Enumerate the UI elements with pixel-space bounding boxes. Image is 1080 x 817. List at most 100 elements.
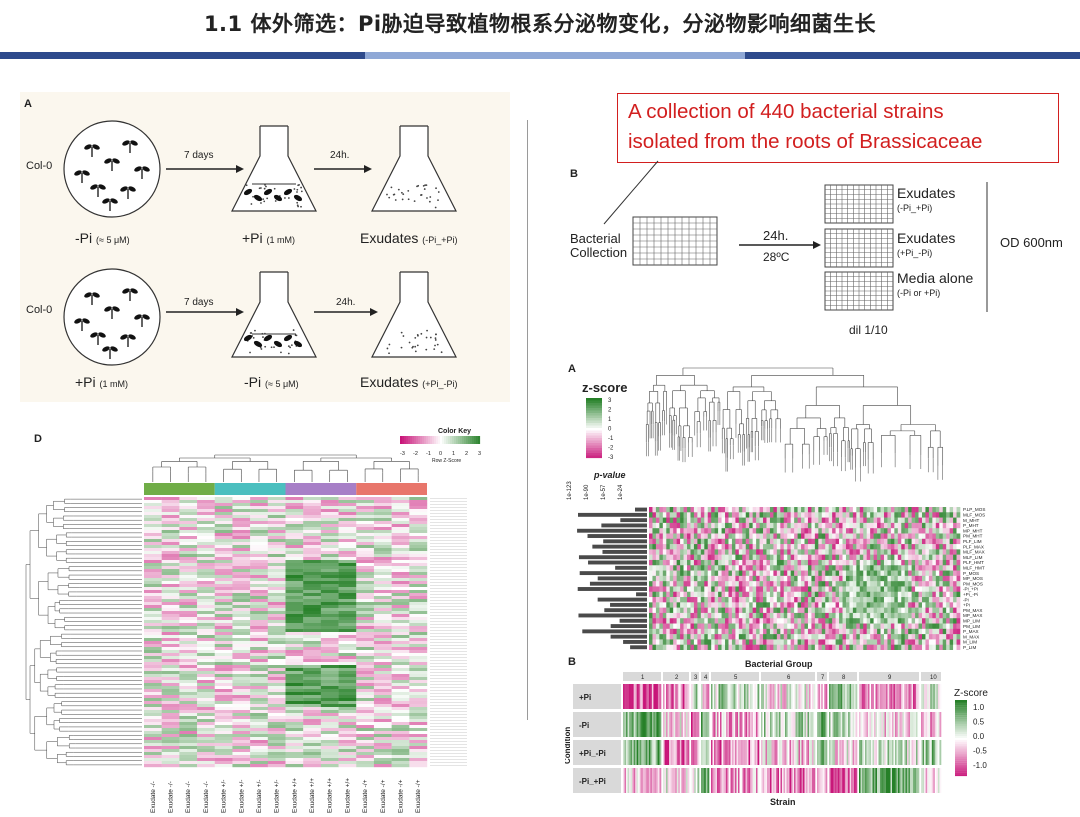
heatmap-cell	[759, 602, 764, 608]
heatmap-cell	[338, 599, 357, 603]
pvalue-tick: 1e-90	[584, 484, 590, 500]
heatmap-strip	[890, 740, 893, 765]
heatmap-strip	[780, 768, 783, 793]
particle	[388, 352, 390, 355]
color-key-tick: -1	[426, 451, 431, 457]
heatmap-cell	[821, 517, 826, 524]
heatmap-strip	[884, 740, 887, 765]
heatmap-cell	[849, 586, 854, 593]
heatmap-cell	[825, 507, 829, 513]
heatmap-cell	[856, 559, 861, 566]
heatmap-cell	[338, 632, 357, 636]
heatmap-cell	[285, 590, 304, 594]
heatmap-cell	[391, 602, 410, 606]
heatmap-cell	[814, 549, 819, 555]
heatmap-cell	[718, 581, 722, 587]
heatmap-cell	[687, 565, 691, 571]
heatmap-cell	[763, 533, 767, 540]
heatmap-cell	[285, 617, 304, 621]
heatmap-cell	[839, 565, 843, 571]
heatmap-cell	[904, 570, 909, 577]
heatmap-cell	[373, 527, 392, 531]
heatmap-cell	[894, 507, 899, 513]
heatmap-cell	[714, 544, 719, 550]
heatmap-cell	[915, 597, 919, 603]
heatmap-cell	[250, 578, 269, 582]
heatmap-cell	[373, 554, 392, 558]
particle	[386, 347, 389, 350]
heatmap-cell	[693, 570, 698, 577]
heatmap-strip	[809, 712, 811, 737]
heatmap-strip	[860, 684, 863, 709]
heatmap-strip	[623, 768, 625, 793]
heatmap-cell	[666, 634, 671, 640]
heatmap-cell	[904, 581, 909, 587]
heatmap-cell	[144, 548, 162, 552]
heatmap-cell	[693, 554, 698, 561]
heatmap-cell	[804, 549, 809, 555]
heatmap-strip	[801, 740, 804, 765]
zscore-bar-segment	[586, 410, 602, 414]
heatmap-cell	[794, 591, 798, 598]
particle	[437, 191, 440, 193]
heatmap-cell	[859, 517, 864, 524]
heatmap-cell	[776, 607, 781, 614]
heatmap-cell	[728, 549, 733, 555]
heatmap-strip	[910, 740, 912, 765]
heatmap-strip	[843, 712, 846, 737]
heatmap-strip	[937, 712, 940, 737]
panel-a-schematic: A Col-0 7 days 24h. -Pi (≈ 5 μM) +Pi (1 …	[20, 92, 510, 402]
heatmap-cell	[852, 570, 857, 577]
heatmap-strip	[633, 684, 636, 709]
heatmap-cell	[704, 517, 709, 524]
heatmap-cell	[267, 563, 286, 567]
heatmap-cell	[338, 611, 357, 615]
heatmap-cell	[776, 549, 781, 555]
heatmap-cell	[161, 587, 180, 591]
heatmap-cell	[303, 530, 322, 534]
heatmap-cell	[845, 618, 850, 624]
heatmap-cell	[735, 512, 740, 518]
heatmap-cell	[821, 570, 826, 577]
heatmap-cell	[873, 644, 878, 650]
heatmap-cell	[956, 517, 961, 524]
heatmap-cell	[866, 528, 871, 534]
heatmap-cell	[676, 612, 681, 619]
dilution-label: dil 1/10	[849, 323, 888, 337]
heatmap-cell	[749, 639, 753, 646]
heatmap-cell	[863, 512, 867, 518]
heatmap-cell	[676, 628, 681, 635]
heatmap-cell	[250, 632, 269, 636]
heatmap-cell	[873, 528, 878, 534]
heatmap-cell	[894, 512, 899, 518]
heatmap-cell	[285, 632, 304, 636]
heatmap-cell	[925, 591, 930, 598]
heatmap-cell	[250, 557, 269, 561]
heatmap-cell	[897, 639, 902, 646]
heatmap-cell	[745, 586, 750, 593]
heatmap-strip	[624, 768, 627, 793]
heatmap-cell	[949, 597, 954, 603]
heatmap-cell	[887, 602, 892, 608]
heatmap-cell	[662, 549, 667, 555]
heatmap-cell	[391, 593, 410, 597]
arrow-head	[236, 308, 244, 316]
heatmap-cell	[942, 549, 947, 555]
heatmap-cell	[711, 559, 715, 566]
heatmap-cell	[818, 612, 823, 619]
heatmap-cell	[821, 554, 826, 561]
heatmap-cell	[918, 549, 923, 555]
heatmap-cell	[870, 644, 874, 650]
heatmap-cell	[144, 512, 162, 516]
heatmap-cell	[738, 554, 743, 561]
heatmap-cell	[673, 586, 677, 593]
seedling-7-leaf-left	[120, 334, 128, 340]
particle	[270, 346, 273, 349]
heatmap-cell	[718, 549, 722, 555]
heatmap-cell	[197, 635, 215, 639]
heatmap-cell	[250, 503, 269, 507]
heatmap-cell	[863, 559, 867, 566]
heatmap-cell	[904, 597, 909, 603]
heatmap-cell	[759, 517, 764, 524]
heatmap-cell	[928, 554, 933, 561]
